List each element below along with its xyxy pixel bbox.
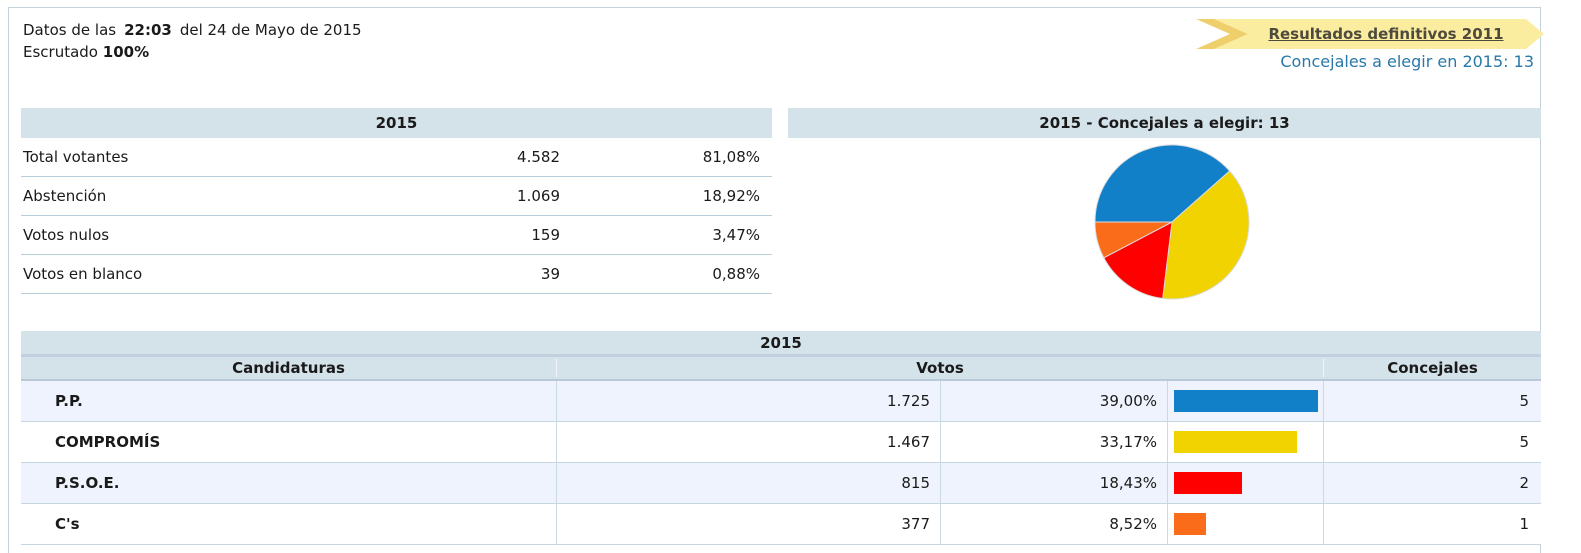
- page-container: Datos de las 22:03 del 24 de Mayo de 2015 …: [8, 7, 1541, 553]
- vote-share-bar: [1174, 390, 1319, 412]
- column-header-concejales: Concejales: [1323, 359, 1541, 377]
- ribbon-arrow-shape: [1196, 19, 1544, 49]
- results-barcell: [1167, 422, 1323, 462]
- results-seats: 5: [1323, 381, 1541, 421]
- summary-table-body: Total votantes 4.582 81,08% Abstención 1.069…: [21, 138, 772, 294]
- summary-pct: 18,92%: [702, 187, 760, 205]
- summary-row: Votos nulos 159 3,47%: [21, 216, 772, 255]
- results-party: COMPROMÍS: [55, 433, 161, 451]
- summary-row: Total votantes 4.582 81,08%: [21, 138, 772, 177]
- results-party: P.S.O.E.: [55, 474, 120, 492]
- results-2011-ribbon: Resultados definitivos 2011: [1196, 19, 1544, 49]
- summary-table-title: 2015: [21, 108, 772, 138]
- results-barcell: [1167, 504, 1323, 544]
- results-party: C's: [55, 515, 80, 533]
- results-row: P.P. 1.725 39,00% 5: [21, 381, 1541, 422]
- summary-pct: 0,88%: [712, 265, 760, 283]
- results-votes: 377: [556, 504, 940, 544]
- escrutado-line: Escrutado 100%: [23, 43, 150, 61]
- pie-slice-C's: [1094, 221, 1173, 259]
- summary-value: 39: [540, 265, 560, 283]
- results-seats: 5: [1323, 422, 1541, 462]
- summary-label: Total votantes: [23, 148, 129, 166]
- results-row: COMPROMÍS 1.467 33,17% 5: [21, 422, 1541, 463]
- data-timestamp-line: Datos de las 22:03 del 24 de Mayo de 2015: [23, 21, 362, 39]
- results-pct: 8,52%: [940, 504, 1167, 544]
- escrutado-percent: 100%: [102, 43, 150, 61]
- column-header-candidaturas: Candidaturas: [232, 359, 345, 377]
- pie-chart-svg: [1094, 144, 1250, 300]
- pie-chart-title: 2015 - Concejales a elegir: 13: [788, 108, 1541, 138]
- summary-label: Votos en blanco: [23, 265, 143, 283]
- column-header-votos: Votos: [556, 359, 1323, 377]
- results-party: P.P.: [55, 392, 83, 410]
- summary-table: 2015 Total votantes 4.582 81,08% Abstención…: [21, 108, 772, 294]
- results-row: C's 377 8,52% 1: [21, 504, 1541, 545]
- results-row: P.S.O.E. 815 18,43% 2: [21, 463, 1541, 504]
- results-seats: 1: [1323, 504, 1541, 544]
- summary-value: 159: [531, 226, 560, 244]
- results-votes: 1.725: [556, 381, 940, 421]
- results-barcell: [1167, 381, 1323, 421]
- results-votes: 815: [556, 463, 940, 503]
- seats-pie-chart: [1093, 143, 1251, 301]
- summary-value: 1.069: [517, 187, 560, 205]
- summary-value: 4.582: [517, 148, 560, 166]
- data-time: 22:03: [124, 21, 172, 39]
- summary-pct: 3,47%: [712, 226, 760, 244]
- summary-label: Abstención: [23, 187, 107, 205]
- results-votes: 1.467: [556, 422, 940, 462]
- pie-chart-panel: 2015 - Concejales a elegir: 13: [788, 108, 1541, 318]
- results-seats: 2: [1323, 463, 1541, 503]
- scrutiny-info: Datos de las 22:03 del 24 de Mayo de 2015 …: [23, 19, 362, 63]
- results-pct: 39,00%: [940, 381, 1167, 421]
- results-barcell: [1167, 463, 1323, 503]
- vote-share-bar: [1174, 431, 1297, 453]
- pie-slice-P.P.: [1094, 144, 1231, 223]
- vote-share-bar: [1174, 513, 1206, 535]
- results-table-header: Candidaturas Votos Concejales: [21, 357, 1541, 381]
- results-table-title: 2015: [21, 331, 1541, 357]
- results-2011-link[interactable]: Resultados definitivos 2011: [1268, 25, 1504, 43]
- results-pct: 33,17%: [940, 422, 1167, 462]
- concejales-a-elegir-label: Concejales a elegir en 2015: 13: [1280, 52, 1534, 71]
- summary-row: Votos en blanco 39 0,88%: [21, 255, 772, 294]
- summary-row: Abstención 1.069 18,92%: [21, 177, 772, 216]
- vote-share-bar: [1174, 472, 1243, 494]
- summary-pct: 81,08%: [702, 148, 760, 166]
- pie-slice-COMPROMÍS: [1162, 170, 1250, 300]
- pie-slice-P.S.O.E.: [1103, 221, 1173, 299]
- results-table-body: P.P. 1.725 39,00% 5 COMPROMÍS 1.467 33,17% 5 P.S…: [21, 381, 1541, 545]
- results-table: 2015 Candidaturas Votos Concejales P.P. 1…: [21, 331, 1541, 545]
- results-pct: 18,43%: [940, 463, 1167, 503]
- summary-label: Votos nulos: [23, 226, 110, 244]
